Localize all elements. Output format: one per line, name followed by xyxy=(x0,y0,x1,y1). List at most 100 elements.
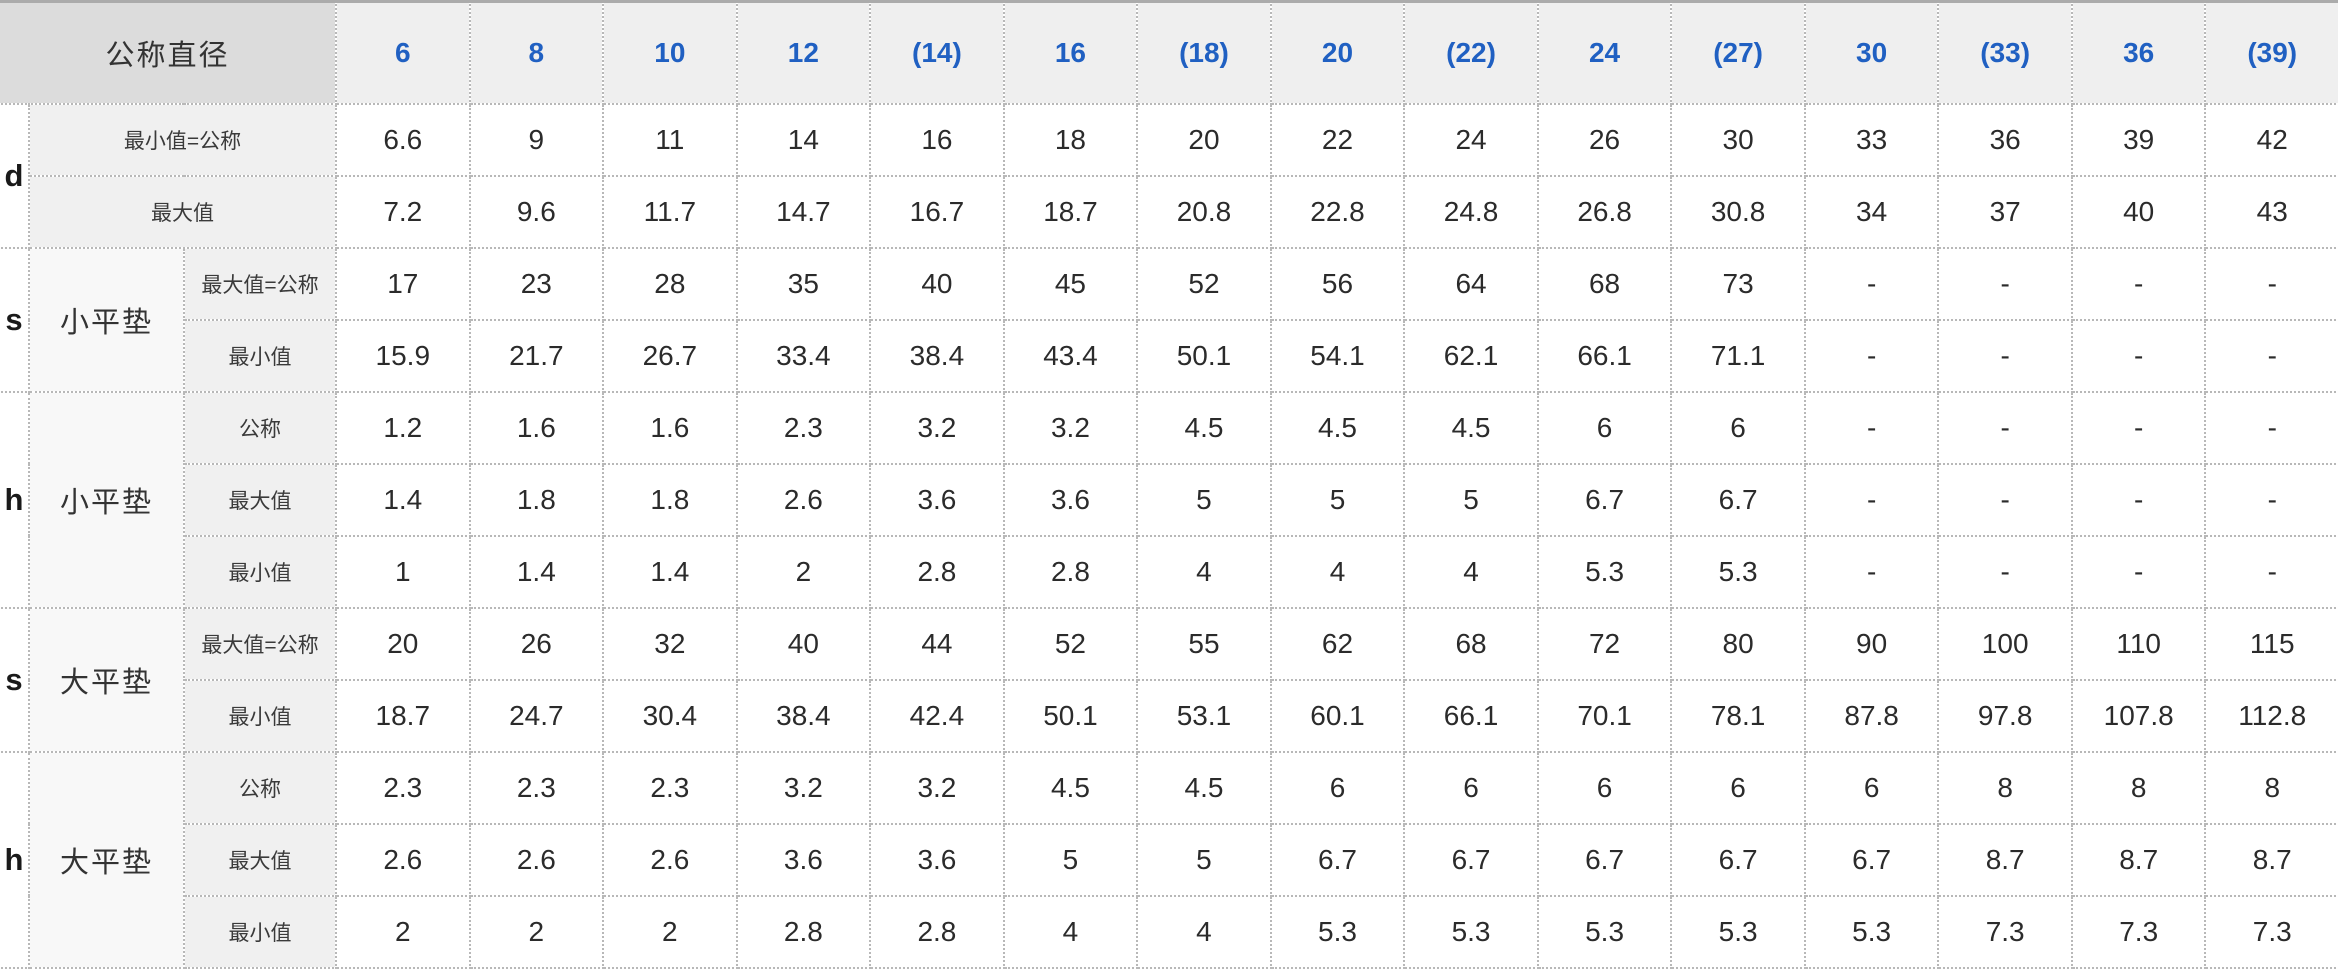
table-cell: - xyxy=(2204,247,2338,321)
table-row: 最小值 18.7 24.7 30.4 38.4 42.4 50.1 53.1 60.1 66.1 7… xyxy=(0,679,2338,753)
table-cell: 33.4 xyxy=(735,319,872,393)
table-cell: 3.2 xyxy=(869,391,1005,465)
table-cell: 5.3 xyxy=(1670,895,1806,969)
table-cell: - xyxy=(2070,463,2207,537)
table-cell: 22.8 xyxy=(1269,175,1406,249)
table-body: d 最小值=公称 6.6 9 11 14 16 18 20 22 24 26 30 33 36 39 42 最大值… xyxy=(0,103,2338,969)
table-cell: 16 xyxy=(869,103,1005,177)
table-cell: 2 xyxy=(602,895,738,969)
table-cell: 42.4 xyxy=(869,679,1005,753)
table-cell: 1.8 xyxy=(468,463,605,537)
table-cell: 20 xyxy=(1136,103,1272,177)
table-cell: 1.6 xyxy=(468,391,605,465)
table-cell: 30.4 xyxy=(602,679,738,753)
row-label: 最大值 xyxy=(182,463,338,537)
table-cell: 62.1 xyxy=(1403,319,1539,393)
table-cell: 18.7 xyxy=(335,679,471,753)
table-row: 最大值 2.6 2.6 2.6 3.6 3.6 5 5 6.7 6.7 6.7 6.7 6.7 8.7 8.… xyxy=(0,823,2338,897)
table-cell: 39 xyxy=(2070,103,2207,177)
table-cell: 115 xyxy=(2204,607,2338,681)
table-cell: 73 xyxy=(1670,247,1806,321)
row-group-part: 大平垫 xyxy=(28,751,185,969)
table-cell: 45 xyxy=(1002,247,1139,321)
table-cell: 24 xyxy=(1403,103,1539,177)
table-cell: - xyxy=(2070,247,2207,321)
row-label: 最大值 xyxy=(27,175,338,249)
table-cell: 3.6 xyxy=(869,823,1005,897)
table-cell: 14.7 xyxy=(735,175,872,249)
table-cell: 3.2 xyxy=(1002,391,1139,465)
table-cell: 4 xyxy=(1002,895,1139,969)
table-cell: - xyxy=(1803,463,1940,537)
table-cell: 8.7 xyxy=(2070,823,2207,897)
table-cell: 80 xyxy=(1670,607,1806,681)
table-cell: 4 xyxy=(1269,535,1406,609)
table-cell: 2.3 xyxy=(602,751,738,825)
table-cell: 8 xyxy=(2204,751,2338,825)
table-cell: 54.1 xyxy=(1269,319,1406,393)
column-header-30: 30 xyxy=(1803,3,1940,105)
table-cell: 6 xyxy=(1536,751,1673,825)
table-cell: 2.6 xyxy=(468,823,605,897)
table-cell: 2.8 xyxy=(735,895,872,969)
table-cell: 1.4 xyxy=(468,535,605,609)
table-cell: 37 xyxy=(1937,175,2073,249)
corner-header-nominal-diameter: 公称直径 xyxy=(0,3,338,105)
table-row: 最小值 1 1.4 1.4 2 2.8 2.8 4 4 4 5.3 5.3- - - - xyxy=(0,535,2338,609)
row-group-part: 小平垫 xyxy=(28,247,185,393)
table-cell: 7.3 xyxy=(2204,895,2338,969)
table-cell: 35 xyxy=(735,247,872,321)
table-cell: - xyxy=(1803,535,1940,609)
table-cell: 66.1 xyxy=(1536,319,1673,393)
table-cell: 44 xyxy=(869,607,1005,681)
table-cell: - xyxy=(2070,319,2207,393)
table-cell: 42 xyxy=(2204,103,2338,177)
table-cell: 4.5 xyxy=(1136,391,1272,465)
table-cell: - xyxy=(1937,463,2073,537)
table-cell: - xyxy=(1937,535,2073,609)
table-cell: - xyxy=(2204,319,2338,393)
table-cell: 40 xyxy=(735,607,872,681)
table-cell: 18 xyxy=(1002,103,1139,177)
table-cell: 5 xyxy=(1403,463,1539,537)
table-cell: 6 xyxy=(1269,751,1406,825)
table-cell: 40 xyxy=(869,247,1005,321)
column-header-6: 6 xyxy=(335,3,471,105)
table-cell: - xyxy=(1937,247,2073,321)
table-cell: - xyxy=(1803,247,1940,321)
table-cell: 90 xyxy=(1803,607,1940,681)
table-cell: 7.2 xyxy=(335,175,471,249)
table-cell: 38.4 xyxy=(869,319,1005,393)
table-cell: 2.6 xyxy=(735,463,872,537)
table-cell: 7.3 xyxy=(2070,895,2207,969)
table-cell: 30 xyxy=(1670,103,1806,177)
table-cell: 110 xyxy=(2070,607,2207,681)
table-cell: 30.8 xyxy=(1670,175,1806,249)
table-cell: 4.5 xyxy=(1269,391,1406,465)
table-cell: 52 xyxy=(1136,247,1272,321)
table-cell: 4.5 xyxy=(1403,391,1539,465)
table-cell: 68 xyxy=(1403,607,1539,681)
table-cell: 2.3 xyxy=(335,751,471,825)
table-cell: 62 xyxy=(1269,607,1406,681)
table-cell: 8.7 xyxy=(1937,823,2073,897)
table-cell: 5.3 xyxy=(1670,535,1806,609)
table-cell: 112.8 xyxy=(2204,679,2338,753)
table-cell: 52 xyxy=(1002,607,1139,681)
table-cell: 43.4 xyxy=(1002,319,1139,393)
table-cell: 17 xyxy=(335,247,471,321)
table-cell: 6.7 xyxy=(1536,823,1673,897)
row-label: 公称 xyxy=(182,391,338,465)
table-cell: 5 xyxy=(1136,463,1272,537)
table-cell: 14 xyxy=(735,103,872,177)
table-cell: 100 xyxy=(1937,607,2073,681)
table-cell: 2.8 xyxy=(869,535,1005,609)
table-cell: 87.8 xyxy=(1803,679,1940,753)
table-cell: 1.4 xyxy=(602,535,738,609)
table-cell: 8.7 xyxy=(2204,823,2338,897)
table-cell: 2.3 xyxy=(468,751,605,825)
table-cell: 2 xyxy=(468,895,605,969)
table-row: 最小值 2 2 2 2.8 2.8 4 4 5.3 5.3 5.3 5.3 5.3 7.3 7.3 7.3 xyxy=(0,895,2338,969)
table-cell: 3.2 xyxy=(735,751,872,825)
